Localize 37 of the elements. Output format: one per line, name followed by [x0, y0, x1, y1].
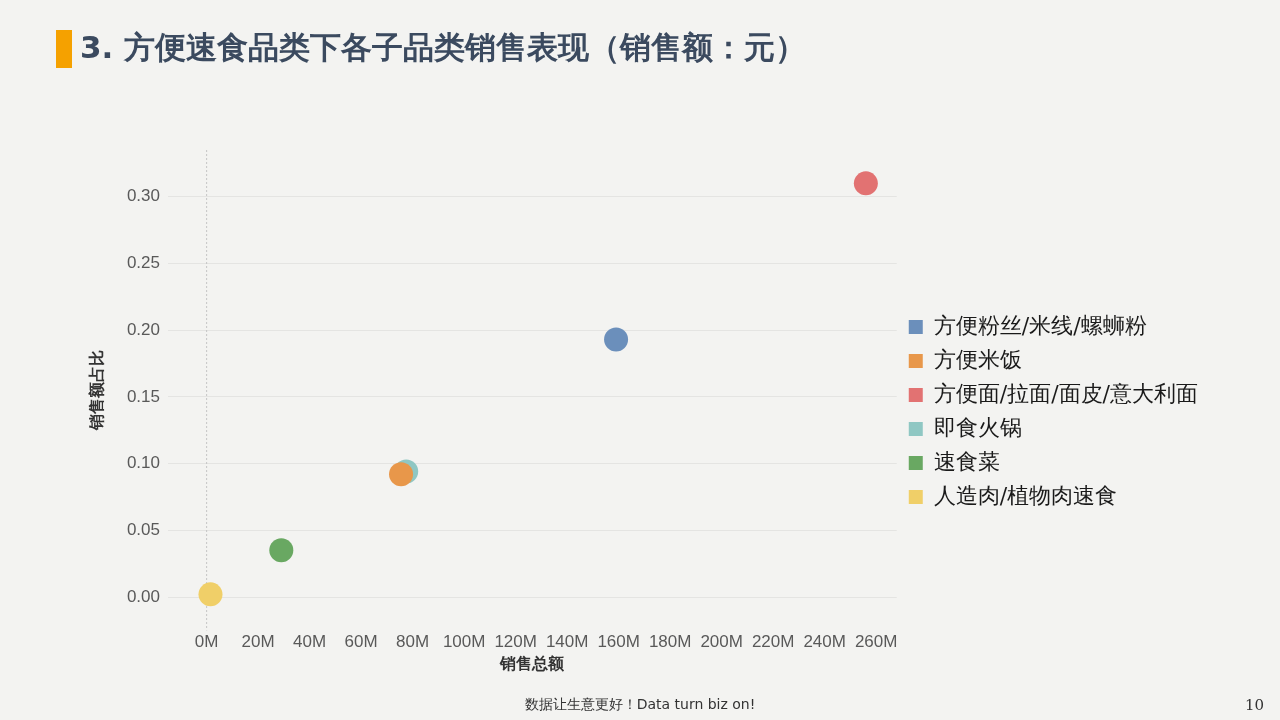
- x-tick-label: 80M: [396, 632, 430, 652]
- y-tick-label: 0.00: [126, 586, 160, 606]
- y-tick-label: 0.15: [126, 386, 160, 406]
- x-tick-label: 40M: [293, 632, 327, 652]
- y-axis-title: 销售额占比: [86, 350, 106, 432]
- x-tick-label: 140M: [545, 632, 589, 652]
- point: [269, 538, 294, 563]
- legend-label: 即食火锅: [933, 414, 1022, 440]
- y-tick-label: 0.20: [126, 319, 160, 339]
- legend-label: 方便面/拉面/面皮/意大利面: [933, 380, 1199, 406]
- x-tick-label: 160M: [597, 632, 640, 652]
- x-tick-label: 240M: [803, 632, 846, 652]
- x-axis-title: 销售总额: [499, 653, 566, 673]
- x-tick-label: 200M: [700, 632, 743, 652]
- point: [604, 327, 629, 352]
- legend-label: 速食菜: [933, 448, 1000, 474]
- point: [389, 462, 414, 487]
- chart-title: 3. 方便速食品类下各子品类销售表现（销售额：元）: [80, 28, 807, 67]
- legend-label: 方便粉丝/米线/螺蛳粉: [933, 312, 1147, 338]
- x-tick-label: 20M: [241, 632, 275, 652]
- x-tick-label: 180M: [648, 632, 692, 652]
- y-tick-label: 0.10: [126, 453, 160, 473]
- x-tick-label: 100M: [442, 632, 486, 652]
- legend-label: 方便米饭: [933, 346, 1022, 372]
- x-tick-label: 60M: [344, 632, 378, 652]
- y-tick-label: 0.25: [126, 253, 160, 273]
- text: 数据让生意更好！Data turn biz on!: [524, 696, 756, 712]
- point: [853, 171, 878, 196]
- y-tick-label: 0.05: [126, 520, 160, 539]
- point: [198, 582, 223, 607]
- x-tick-label: 0M: [194, 632, 219, 652]
- legend-label: 人造肉/植物肉速食: [933, 482, 1118, 508]
- text: 10: [1244, 696, 1264, 714]
- x-tick-label: 220M: [751, 632, 795, 652]
- x-tick-label: 120M: [494, 632, 537, 652]
- x-tick-label: 260M: [854, 632, 898, 652]
- y-tick-label: 0.30: [126, 186, 160, 206]
